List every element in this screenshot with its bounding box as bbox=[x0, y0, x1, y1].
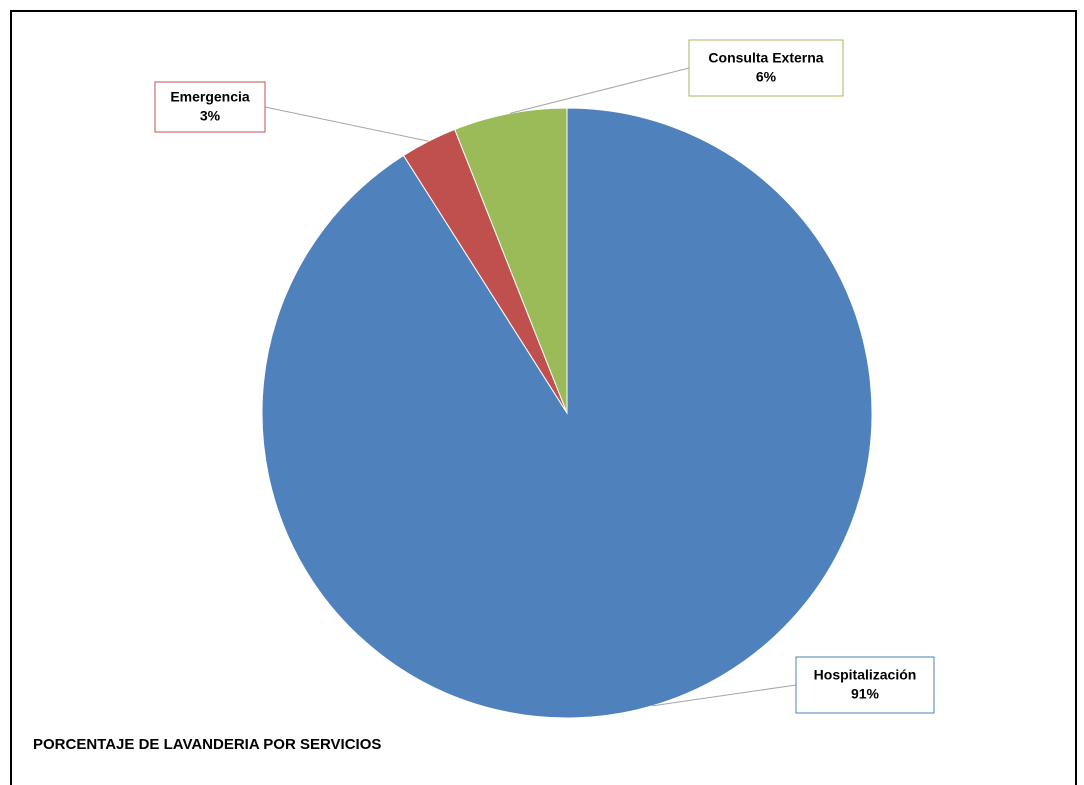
slice-label: Consulta Externa bbox=[708, 50, 823, 66]
leader-line bbox=[652, 684, 797, 707]
label-box bbox=[688, 39, 844, 97]
label-box bbox=[154, 81, 266, 133]
frame bbox=[10, 10, 1077, 785]
chart-title: PORCENTAJE DE LAVANDERIA POR SERVICIOS bbox=[33, 736, 381, 753]
leader-line bbox=[264, 106, 429, 142]
label-box bbox=[795, 656, 935, 714]
leader-line bbox=[509, 67, 690, 114]
slice-label: Emergencia bbox=[170, 89, 250, 105]
value-label: 91% bbox=[851, 686, 880, 702]
slice-label: Hospitalización bbox=[814, 667, 917, 683]
value-label: 6% bbox=[756, 69, 777, 85]
value-label: 3% bbox=[200, 108, 221, 124]
